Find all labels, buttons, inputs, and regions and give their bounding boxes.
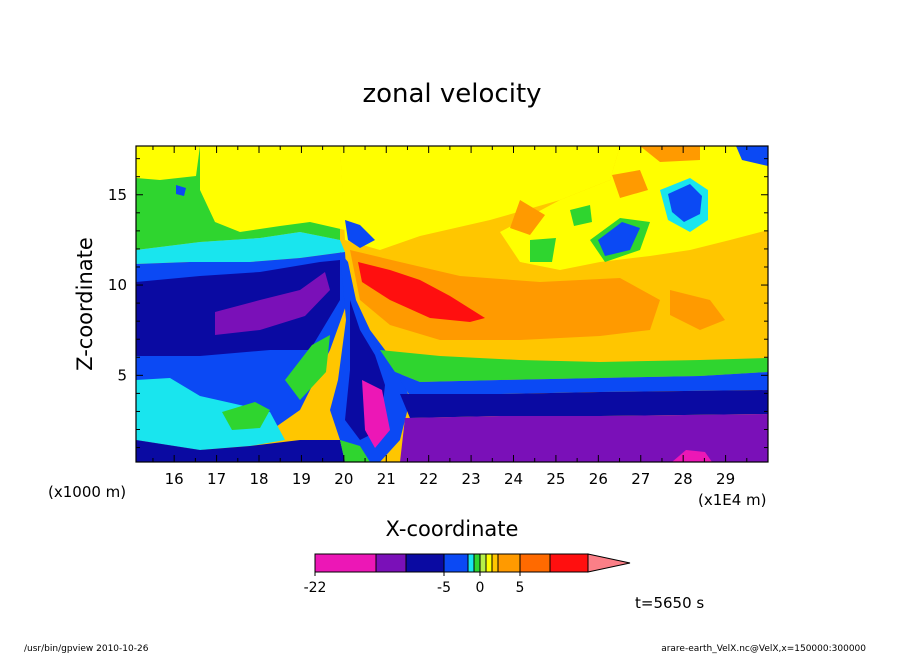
x-tick-label: 26 (589, 470, 608, 488)
x-tick-label: 28 (674, 470, 693, 488)
y-tick-label: 15 (108, 186, 127, 204)
x-tick-label: 20 (334, 470, 353, 488)
x-tick-label: 18 (249, 470, 268, 488)
x-tick-label: 24 (504, 470, 523, 488)
colorbar-segment (405, 553, 445, 573)
time-label: t=5650 s (635, 594, 704, 612)
colorbar (314, 553, 631, 573)
x-tick-label: 21 (377, 470, 396, 488)
x-axis: 16 17 18 19 20 21 22 23 24 25 26 27 28 29 (152, 146, 748, 488)
y-axis: 5 10 15 (108, 158, 768, 449)
x-axis-unit-left: (x1000 m) (48, 483, 126, 501)
y-tick-label: 10 (108, 276, 127, 294)
footer-left: /usr/bin/gpview 2010-10-26 (24, 644, 149, 654)
colorbar-segment (491, 553, 499, 573)
colorbar-segment (485, 553, 493, 573)
colorbar-segment (443, 553, 469, 573)
colorbar-segment (549, 553, 589, 573)
y-axis-title: Z-coordinate (73, 237, 97, 371)
colorbar-segment (467, 553, 475, 573)
colorbar-segment (479, 553, 487, 573)
colorbar-tick-label: -22 (304, 580, 327, 596)
chart-title: zonal velocity (362, 79, 541, 109)
colorbar-segment (519, 553, 551, 573)
y-tick-label: 5 (117, 366, 127, 384)
x-axis-unit-right: (x1E4 m) (698, 491, 767, 509)
x-axis-title: X-coordinate (386, 517, 519, 541)
x-tick-label: 23 (462, 470, 481, 488)
contour-field (136, 146, 768, 462)
x-tick-label: 16 (165, 470, 184, 488)
x-tick-label: 19 (292, 470, 311, 488)
x-tick-label: 25 (546, 470, 565, 488)
colorbar-tick-label: 5 (516, 580, 525, 596)
colorbar-tick-label: -5 (437, 580, 451, 596)
colorbar-ticks: -22 -5 0 5 (304, 572, 525, 596)
x-tick-label: 27 (631, 470, 650, 488)
colorbar-tick-label: 0 (476, 580, 485, 596)
colorbar-extend-arrow (587, 553, 631, 573)
x-tick-label: 29 (716, 470, 735, 488)
colorbar-segment (473, 553, 481, 573)
x-tick-label: 22 (419, 470, 438, 488)
colorbar-segment (375, 553, 407, 573)
x-tick-label: 17 (207, 470, 226, 488)
colorbar-segment (314, 553, 377, 573)
colorbar-segment (497, 553, 521, 573)
footer-right: arare-earth_VelX.nc@VelX,x=150000:300000 (661, 644, 866, 654)
plot-frame (135, 145, 769, 463)
